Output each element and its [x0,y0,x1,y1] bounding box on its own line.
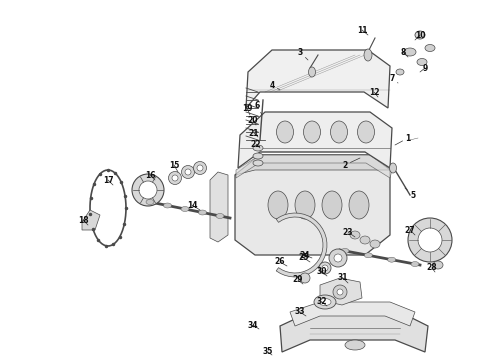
Polygon shape [238,112,392,168]
Text: 8: 8 [400,48,408,57]
Ellipse shape [365,253,372,258]
Text: 22: 22 [251,140,261,149]
Polygon shape [235,155,390,255]
Ellipse shape [322,191,342,219]
Ellipse shape [433,261,443,269]
Ellipse shape [322,265,328,271]
Polygon shape [320,278,362,305]
Text: 4: 4 [270,81,280,90]
Text: 28: 28 [427,264,437,273]
Polygon shape [280,312,428,352]
Polygon shape [246,50,390,108]
Text: 16: 16 [145,171,155,180]
Polygon shape [290,302,415,326]
Text: 6: 6 [254,100,262,115]
Ellipse shape [169,171,181,185]
Text: 9: 9 [420,63,428,72]
Text: 32: 32 [317,297,327,306]
Text: 18: 18 [78,216,88,225]
Ellipse shape [425,45,435,51]
Ellipse shape [337,289,343,295]
Ellipse shape [370,240,380,248]
Ellipse shape [371,85,379,91]
Text: 21: 21 [249,129,259,138]
Polygon shape [82,210,100,230]
Ellipse shape [194,162,206,175]
Text: 5: 5 [405,188,416,199]
Ellipse shape [314,295,336,309]
Polygon shape [210,172,228,242]
Ellipse shape [329,249,347,267]
Text: 1: 1 [395,134,411,145]
Ellipse shape [181,166,195,179]
Text: 35: 35 [263,347,273,356]
Text: 3: 3 [297,48,308,60]
Ellipse shape [404,48,416,56]
Text: 23: 23 [343,228,355,237]
Ellipse shape [418,228,442,252]
Polygon shape [236,155,392,178]
Ellipse shape [139,181,157,199]
Ellipse shape [172,175,178,181]
Text: 10: 10 [415,31,425,40]
Ellipse shape [253,153,263,159]
Ellipse shape [268,191,288,219]
Text: 33: 33 [295,307,306,316]
Ellipse shape [349,191,369,219]
Text: 2: 2 [343,158,360,170]
Text: 11: 11 [357,26,368,35]
Ellipse shape [303,121,320,143]
Ellipse shape [253,145,263,151]
Ellipse shape [334,254,342,262]
Text: 20: 20 [248,116,258,125]
Ellipse shape [333,285,347,299]
Ellipse shape [198,210,206,215]
Ellipse shape [181,207,189,212]
Ellipse shape [319,262,331,274]
Text: 12: 12 [369,87,379,97]
Ellipse shape [350,231,360,239]
Ellipse shape [388,257,395,262]
Text: 7: 7 [390,73,398,83]
Text: 17: 17 [103,176,113,185]
Text: 25: 25 [299,253,310,262]
Ellipse shape [364,49,372,61]
Ellipse shape [164,203,171,208]
Ellipse shape [146,199,154,204]
Ellipse shape [300,273,310,283]
Ellipse shape [390,163,396,173]
Ellipse shape [417,58,427,66]
Ellipse shape [319,298,331,306]
Ellipse shape [295,191,315,219]
Polygon shape [276,213,327,277]
Text: 27: 27 [405,225,416,235]
Ellipse shape [415,31,425,39]
Polygon shape [235,155,390,175]
Ellipse shape [276,121,294,143]
Text: 24: 24 [300,251,312,260]
Ellipse shape [396,69,404,75]
Ellipse shape [345,340,365,350]
Text: 31: 31 [338,274,348,283]
Ellipse shape [132,174,164,206]
Ellipse shape [197,165,203,171]
Text: 30: 30 [317,267,327,276]
Ellipse shape [341,248,349,253]
Text: 15: 15 [169,161,179,172]
Text: 29: 29 [293,275,303,284]
Text: 26: 26 [275,257,287,266]
Ellipse shape [216,213,224,219]
Text: 19: 19 [242,104,252,115]
Ellipse shape [253,160,263,166]
Ellipse shape [330,121,347,143]
Ellipse shape [408,218,452,262]
Text: 34: 34 [248,320,259,329]
Ellipse shape [358,121,374,143]
Ellipse shape [360,236,370,244]
Ellipse shape [411,262,419,266]
Text: 14: 14 [187,201,200,210]
Ellipse shape [309,67,316,77]
Ellipse shape [185,169,191,175]
